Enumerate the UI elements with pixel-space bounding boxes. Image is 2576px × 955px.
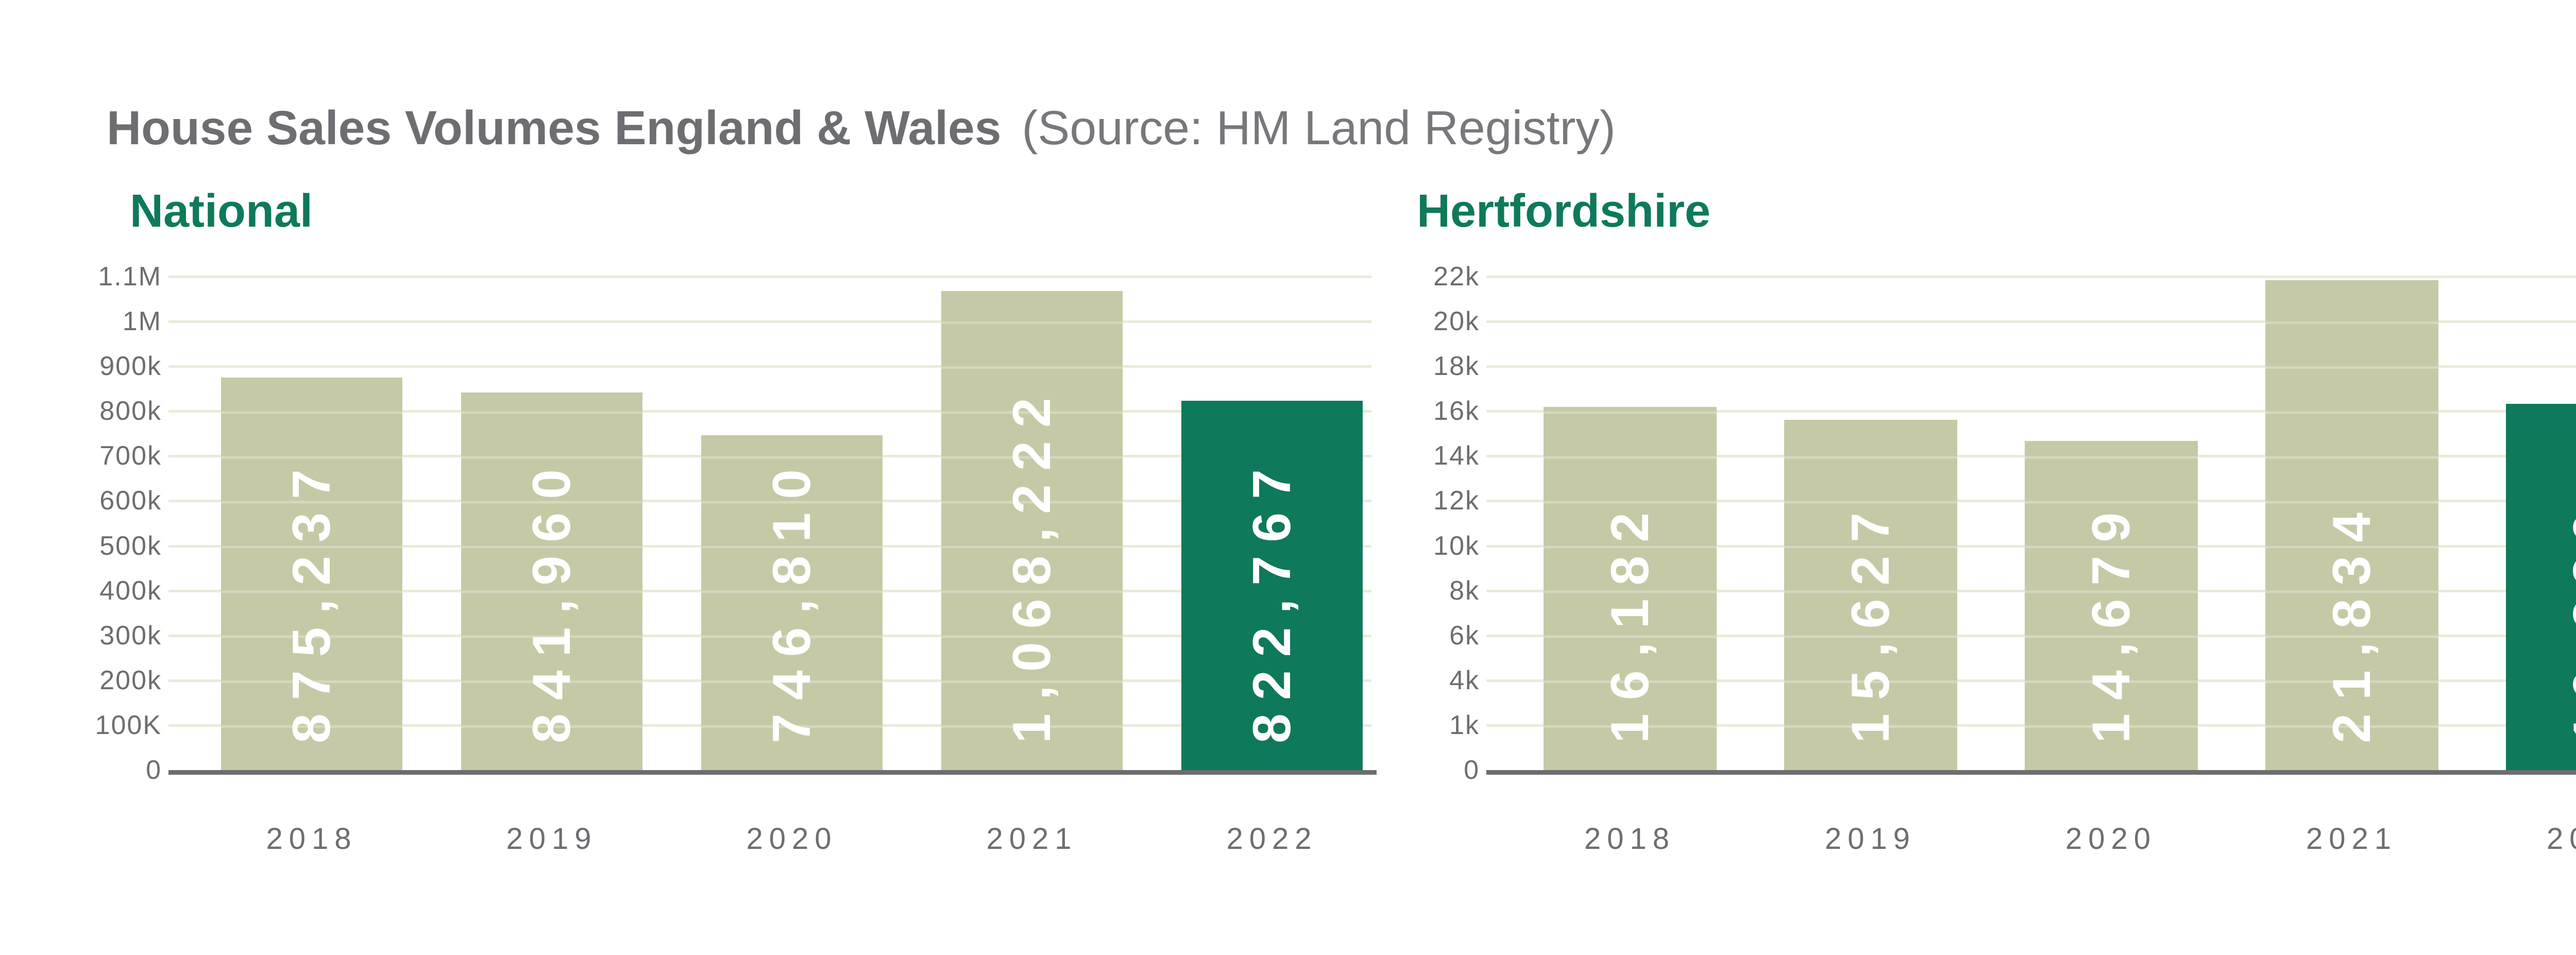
national-x-axis-line bbox=[168, 770, 1377, 775]
bar-2022: 16,330 bbox=[2505, 403, 2576, 770]
y-axis-tick-label: 800k bbox=[99, 396, 162, 427]
bar-slot: 822,767 bbox=[1152, 277, 1392, 770]
y-axis-tick-label: 22k bbox=[1433, 262, 1480, 292]
y-axis-tick-label: 400k bbox=[99, 575, 162, 606]
bar-2021: 21,834 bbox=[2265, 280, 2438, 770]
bar-value-label: 15,627 bbox=[1840, 499, 1901, 743]
bar-slot: 746,810 bbox=[672, 277, 912, 770]
y-axis-tick-label: 14k bbox=[1433, 441, 1480, 471]
y-axis-tick-label: 900k bbox=[99, 351, 162, 382]
hertfordshire-chart-heading: Hertfordshire bbox=[1417, 185, 1711, 237]
bar-slot: 875,237 bbox=[192, 277, 432, 770]
y-axis-tick-label: 10k bbox=[1433, 531, 1480, 561]
bar-slot: 1,068,222 bbox=[912, 277, 1152, 770]
y-axis-tick-label: 600k bbox=[99, 486, 162, 516]
x-axis-label: 2022 bbox=[1226, 822, 1318, 856]
y-axis-tick-label: 500k bbox=[99, 531, 162, 561]
bar-2018: 16,182 bbox=[1543, 407, 1717, 770]
hertfordshire-bars: 16,182 15,627 14,679 21,834 16,330 bbox=[1510, 277, 2576, 770]
bar-slot: 16,330 bbox=[2472, 277, 2576, 770]
y-axis-tick-label: 12k bbox=[1433, 486, 1480, 516]
x-axis-label: 2022 bbox=[2546, 822, 2576, 856]
bar-2020: 746,810 bbox=[701, 435, 883, 770]
page-title-source: (Source: HM Land Registry) bbox=[1022, 101, 1616, 155]
y-axis-tick-label: 8k bbox=[1449, 575, 1480, 606]
y-axis-tick-label: 1k bbox=[1449, 710, 1480, 740]
national-chart-heading: National bbox=[130, 185, 313, 237]
y-axis-tick-label: 18k bbox=[1433, 351, 1480, 382]
bar-value-label: 841,960 bbox=[522, 456, 582, 743]
bar-slot: 14,679 bbox=[1991, 277, 2231, 770]
bar-2019: 15,627 bbox=[1784, 419, 1957, 770]
hertfordshire-plot-area: 22k 20k 18k 16k 14k 12k 10k 8k 6k 4k 1k 0 16,182 15,… bbox=[1433, 262, 2576, 856]
y-axis-tick-label: 1.1M bbox=[98, 262, 162, 292]
national-plot-area: 1.1M 1M 900k 800k 700k 600k 500k 400k 300k 200k 10… bbox=[95, 262, 1392, 856]
y-axis-tick-label: 700k bbox=[99, 441, 162, 471]
page-title: House Sales Volumes England & Wales (Sou… bbox=[107, 100, 1616, 156]
y-axis-tick-label: 300k bbox=[99, 620, 162, 651]
bar-value-label: 21,834 bbox=[2321, 499, 2382, 743]
x-axis-label: 2018 bbox=[266, 822, 358, 856]
x-axis-label: 2021 bbox=[2306, 822, 2398, 856]
y-axis-tick-label: 200k bbox=[99, 665, 162, 695]
bar-2022: 822,767 bbox=[1181, 401, 1363, 770]
bar-value-label: 16,182 bbox=[1600, 499, 1660, 743]
bar-value-label: 16,330 bbox=[2562, 499, 2576, 743]
y-axis-tick-label: 16k bbox=[1433, 396, 1480, 427]
bar-slot: 15,627 bbox=[1750, 277, 1991, 770]
y-axis-tick-label: 100K bbox=[95, 710, 162, 740]
bar-value-label: 746,810 bbox=[762, 456, 822, 743]
bar-2018: 875,237 bbox=[221, 377, 402, 770]
y-axis-tick-label: 20k bbox=[1433, 306, 1480, 337]
bar-slot: 21,834 bbox=[2231, 277, 2472, 770]
bar-2020: 14,679 bbox=[2024, 440, 2198, 770]
hertfordshire-x-axis-line bbox=[1486, 770, 2576, 775]
page-header: House Sales Volumes England & Wales (Sou… bbox=[107, 100, 1616, 156]
y-axis-tick-label: 1M bbox=[122, 306, 162, 337]
bar-slot: 16,182 bbox=[1510, 277, 1750, 770]
bar-value-label: 822,767 bbox=[1242, 456, 1302, 743]
bar-value-label: 875,237 bbox=[282, 456, 342, 743]
y-axis-tick-label: 0 bbox=[1464, 755, 1480, 785]
page-title-main: House Sales Volumes England & Wales bbox=[107, 101, 1002, 155]
y-axis-tick-label: 6k bbox=[1449, 620, 1480, 651]
bar-value-label: 1,068,222 bbox=[1002, 384, 1062, 743]
x-axis-label: 2020 bbox=[746, 822, 838, 856]
hertfordshire-chart: Hertfordshire 22k 20k 18k 16k 14k 12k 10k 8k 6k 4… bbox=[1417, 188, 2576, 856]
x-axis-label: 2019 bbox=[1824, 822, 1917, 856]
y-axis-tick-label: 4k bbox=[1449, 665, 1480, 695]
x-axis-label: 2021 bbox=[986, 822, 1078, 856]
bar-value-label: 14,679 bbox=[2081, 499, 2141, 743]
y-axis-tick-label: 0 bbox=[146, 755, 162, 785]
x-axis-label: 2019 bbox=[506, 822, 598, 856]
bar-2019: 841,960 bbox=[461, 392, 642, 770]
bar-slot: 841,960 bbox=[432, 277, 672, 770]
bar-2021: 1,068,222 bbox=[941, 291, 1123, 770]
national-chart: National 1.1M 1M 900k 800k 700k 600k 500k 400k 3… bbox=[95, 188, 1392, 856]
national-bars: 875,237 841,960 746,810 1,068,222 822,767 bbox=[192, 277, 1392, 770]
x-axis-label: 2020 bbox=[2065, 822, 2157, 856]
x-axis-label: 2018 bbox=[1584, 822, 1676, 856]
